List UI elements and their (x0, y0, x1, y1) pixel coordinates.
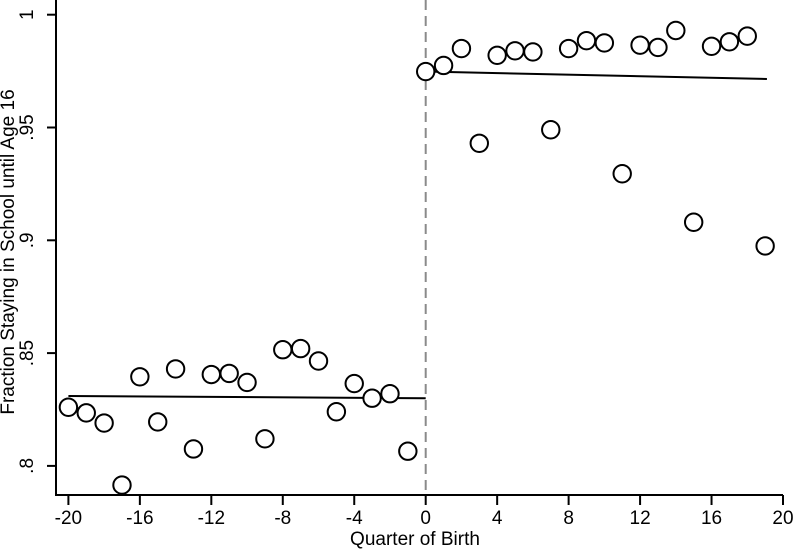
axes-layer: .8 .85 .9 .95 1 -20 -16 -12 -8 -4 0 4 8 12 16 20 (17, 0, 794, 529)
y-tick-label: .8 (17, 458, 38, 474)
fit-line-post-cutoff (425, 70, 767, 80)
x-tick-label: 12 (630, 508, 651, 529)
data-point (219, 363, 239, 384)
data-point (237, 372, 257, 393)
data-point (255, 429, 275, 449)
data-point (398, 441, 418, 461)
data-point (326, 402, 347, 422)
data-point (380, 384, 400, 404)
x-tick-label: 16 (701, 508, 722, 529)
data-point (148, 412, 168, 432)
data-point (94, 413, 114, 433)
y-tick-label: 1 (17, 9, 38, 20)
data-point (701, 36, 722, 56)
y-tick-label: .9 (17, 232, 38, 248)
y-axis-title: Fraction Staying in School until Age 16 (0, 89, 19, 414)
x-tick-label: -20 (55, 508, 82, 529)
x-tick-label: -4 (346, 508, 363, 529)
data-point (112, 475, 132, 495)
data-point (487, 45, 507, 66)
x-tick-label: 8 (563, 508, 574, 529)
x-tick-label: 4 (492, 508, 503, 529)
data-point (469, 133, 489, 153)
data-point (290, 338, 311, 359)
x-tick-label: -16 (126, 508, 153, 529)
data-point (719, 32, 740, 52)
data-point (541, 120, 561, 140)
data-point (630, 35, 650, 55)
y-tick-label: .95 (17, 114, 38, 140)
data-point (308, 351, 329, 371)
data-point (612, 164, 632, 184)
data-point (130, 367, 150, 387)
data-points-layer (58, 20, 775, 495)
data-point (594, 33, 615, 53)
data-point (183, 439, 204, 459)
x-tick-label: -12 (198, 508, 225, 529)
data-point (201, 364, 222, 385)
x-tick-label: -8 (274, 508, 291, 529)
y-tick-label: .85 (17, 340, 38, 366)
data-point (451, 38, 472, 59)
data-point (362, 388, 382, 408)
data-point (576, 30, 597, 51)
data-point (58, 397, 79, 417)
data-point (165, 359, 186, 379)
x-axis-title: Quarter of Birth (350, 529, 480, 550)
x-tick-label: 0 (420, 508, 431, 529)
data-point (433, 55, 454, 76)
data-point (344, 373, 364, 394)
data-point (666, 20, 686, 41)
data-point (737, 26, 757, 46)
fit-lines-layer (68, 70, 767, 400)
x-tick-label: 20 (772, 508, 793, 529)
data-point (505, 41, 525, 61)
data-point (76, 403, 96, 423)
data-point (273, 340, 293, 360)
data-point (416, 61, 436, 82)
data-point (523, 42, 543, 62)
data-point (683, 212, 704, 232)
data-point (648, 37, 668, 58)
data-point (755, 236, 775, 256)
data-point (558, 38, 579, 59)
